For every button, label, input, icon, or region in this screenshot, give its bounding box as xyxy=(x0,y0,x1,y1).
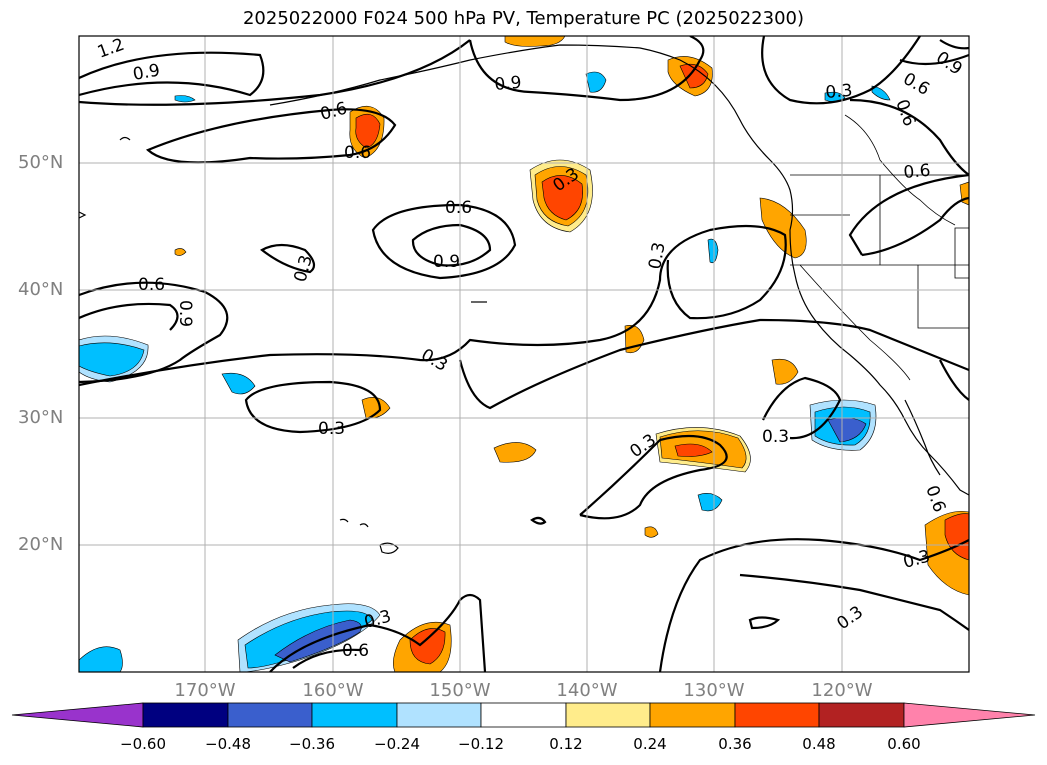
lat-label: 40°N xyxy=(18,279,64,300)
pv-contours xyxy=(79,36,969,672)
contour-label: 0.3 xyxy=(762,427,789,447)
lon-label: 160°W xyxy=(302,680,364,701)
colorbar-tick: −0.12 xyxy=(458,735,504,753)
colorbar xyxy=(11,702,1036,728)
lat-label: 50°N xyxy=(18,152,64,173)
colorbar-tick: 0.48 xyxy=(802,735,836,753)
contour-label: 0.6 xyxy=(445,198,472,218)
contour-label: 0.9 xyxy=(433,252,460,272)
contour-label: 0.9 xyxy=(131,61,161,85)
map-frame xyxy=(78,35,970,673)
colorbar-tick: −0.36 xyxy=(289,735,335,753)
lon-label: 120°W xyxy=(811,680,873,701)
colorbar-tick: 0.24 xyxy=(633,735,667,753)
boundaries xyxy=(790,114,969,381)
colorbar-tick: −0.24 xyxy=(374,735,420,753)
contour-label: 0.6 xyxy=(138,275,165,295)
shaded-anomalies xyxy=(79,36,969,672)
contour-label: 0.3 xyxy=(645,241,669,271)
colorbar-extend-max xyxy=(903,702,1036,728)
lon-label: 170°W xyxy=(174,680,236,701)
contour-label: 0.3 xyxy=(318,419,345,439)
colorbar-tick: 0.36 xyxy=(718,735,752,753)
map-title: 2025022000 F024 500 hPa PV, Temperature … xyxy=(242,8,805,29)
colorbar-tick: −0.48 xyxy=(205,735,251,753)
coastlines xyxy=(79,44,969,554)
contour-label: 0.9 xyxy=(175,300,195,327)
contour-label: 0.3 xyxy=(825,81,854,103)
map-area xyxy=(79,36,969,672)
contour-label: 0.6 xyxy=(903,161,932,183)
contour-label: 0.9 xyxy=(494,73,523,95)
lon-label: 130°W xyxy=(683,680,745,701)
lat-label: 20°N xyxy=(18,534,64,555)
contour-label: 0.6 xyxy=(342,641,369,661)
colorbar-tick: −0.60 xyxy=(120,735,166,753)
lat-label: 30°N xyxy=(18,407,64,428)
lon-label: 150°W xyxy=(429,680,491,701)
gridlines xyxy=(79,36,969,672)
contour-label: 0.6 xyxy=(344,143,371,163)
colorbar-tick: 0.60 xyxy=(887,735,921,753)
lon-label: 140°W xyxy=(556,680,618,701)
colorbar-extend-min xyxy=(11,702,144,728)
colorbar-tick: 0.12 xyxy=(549,735,583,753)
